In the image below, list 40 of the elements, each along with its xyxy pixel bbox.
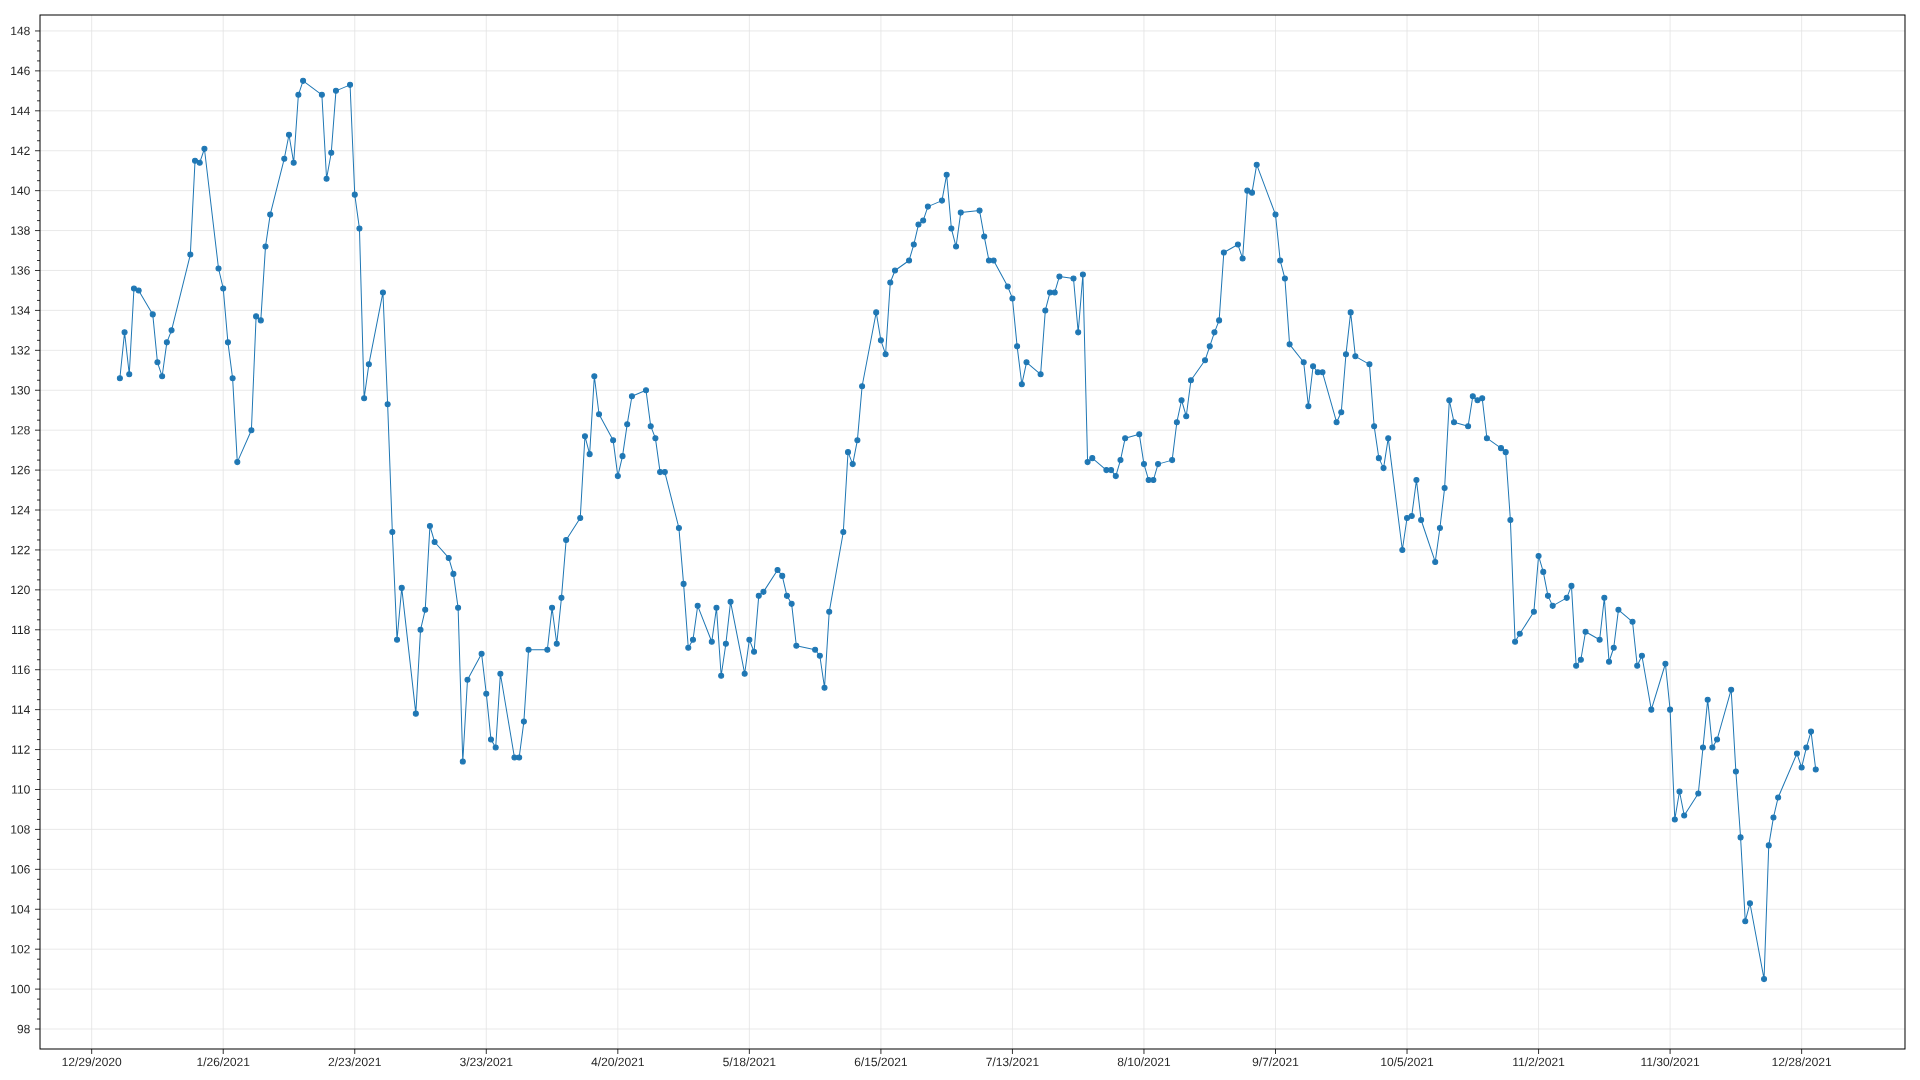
y-tick-label: 108 — [11, 825, 30, 834]
y-tick-label: 118 — [12, 625, 30, 635]
x-tick-label: 9/7/2021 — [1252, 1057, 1299, 1067]
y-tick-label: 122 — [11, 545, 30, 555]
y-tick-label: 134 — [11, 306, 30, 315]
x-tick-label: 8/10/2021 — [1117, 1057, 1171, 1067]
x-tick-label: 5/18/2021 — [723, 1057, 776, 1067]
y-tick-label: 132 — [11, 346, 30, 355]
y-tick-label: 106 — [11, 865, 30, 874]
x-tick-label: 6/15/2021 — [854, 1057, 907, 1067]
y-tick-label: 128 — [11, 425, 30, 435]
x-tick-label: 2/23/2021 — [328, 1057, 381, 1067]
x-tick-label: 11/30/2021 — [1641, 1057, 1700, 1067]
y-tick-label: 138 — [11, 226, 30, 235]
x-tick-label: 4/20/2021 — [591, 1057, 644, 1067]
y-tick-label: 144 — [11, 106, 30, 115]
y-tick-label: 142 — [11, 146, 30, 155]
x-tick-label: 7/13/2021 — [986, 1057, 1039, 1067]
y-tick-label: 124 — [11, 505, 30, 515]
y-tick-label: 112 — [12, 745, 30, 754]
x-tick-label: 10/5/2021 — [1381, 1057, 1434, 1067]
y-tick-label: 110 — [12, 785, 30, 794]
x-tick-label: 1/26/2021 — [197, 1057, 250, 1067]
x-tick-label: 11/2/2021 — [1513, 1057, 1565, 1067]
y-tick-label: 100 — [11, 984, 30, 994]
y-tick-label: 148 — [11, 26, 30, 36]
y-tick-label: 146 — [11, 66, 30, 76]
y-tick-label: 130 — [11, 386, 30, 395]
x-tick-label: 12/28/2021 — [1772, 1057, 1832, 1067]
y-tick-label: 102 — [11, 944, 30, 954]
x-tick-label: 3/23/2021 — [460, 1057, 513, 1067]
y-tick-label: 116 — [12, 665, 30, 674]
x-tick-label: 12/29/2020 — [62, 1057, 122, 1067]
y-tick-label: 140 — [11, 186, 30, 195]
y-tick-label: 136 — [11, 266, 30, 275]
y-tick-label: 98 — [17, 1024, 30, 1034]
y-tick-label: 114 — [12, 705, 30, 714]
y-tick-label: 120 — [11, 585, 30, 595]
y-tick-label: 126 — [11, 465, 30, 475]
y-tick-label: 104 — [11, 905, 30, 914]
